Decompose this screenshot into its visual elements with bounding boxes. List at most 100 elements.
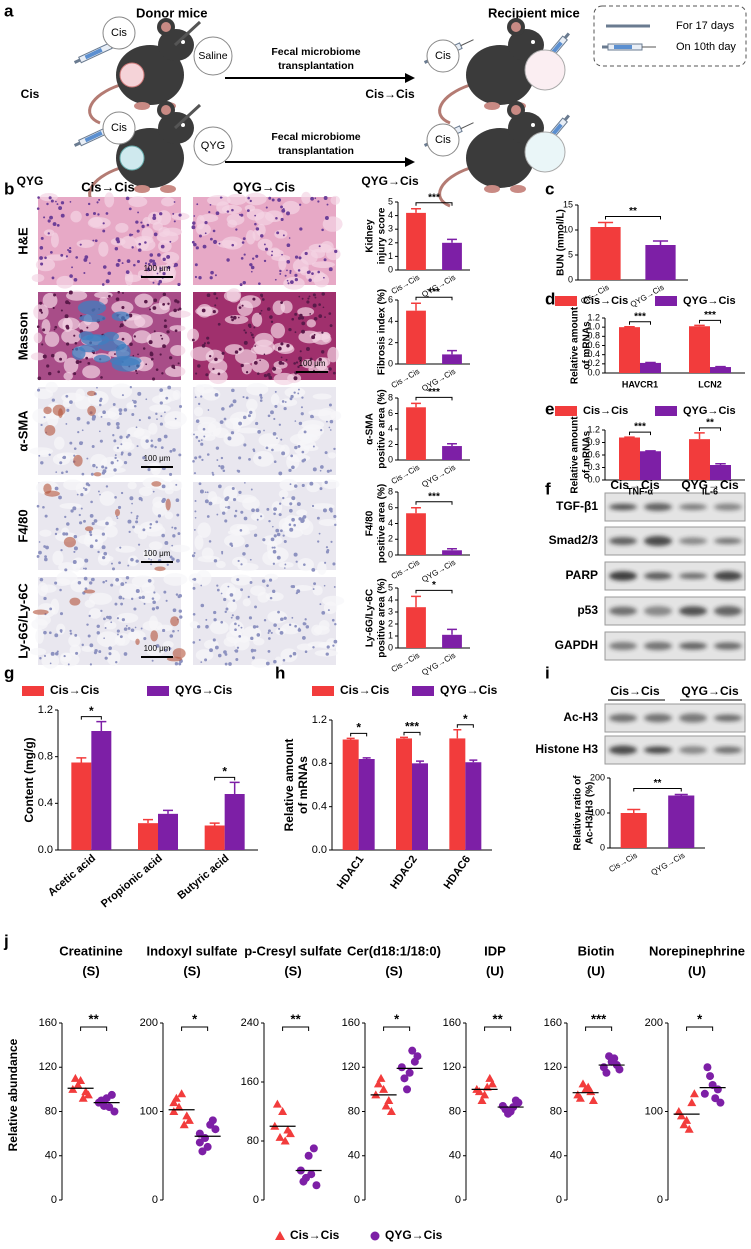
arrow-label: transplantation — [278, 145, 354, 157]
data-point — [405, 1068, 414, 1077]
tubule — [323, 601, 338, 614]
nucleus — [204, 499, 209, 504]
nucleus — [137, 391, 142, 396]
significance-label: * — [463, 712, 468, 726]
micrograph — [191, 479, 340, 575]
tubule — [201, 547, 214, 560]
nucleus — [59, 612, 64, 616]
nucleus — [47, 232, 50, 235]
nucleus — [318, 314, 323, 318]
nucleus — [54, 532, 58, 536]
nucleus — [44, 256, 47, 260]
nucleus — [86, 326, 89, 329]
nucleus — [169, 634, 174, 638]
y-axis-label: Content (mg/g) — [22, 737, 36, 822]
nucleus — [277, 198, 281, 202]
tubule — [250, 345, 273, 355]
nucleus — [130, 628, 135, 633]
nucleus — [135, 220, 139, 224]
tubule — [76, 239, 95, 248]
significance-label: ** — [706, 418, 714, 429]
tubule — [279, 479, 298, 491]
tubule — [270, 322, 286, 339]
nucleus — [249, 558, 252, 561]
nucleus — [79, 360, 82, 364]
nucleus — [88, 530, 92, 534]
nucleus — [248, 457, 251, 461]
positive-stain — [73, 454, 83, 467]
nucleus — [301, 636, 306, 640]
nucleus — [194, 396, 197, 399]
data-point — [487, 1079, 497, 1088]
tubule — [265, 210, 284, 223]
data-point — [198, 1147, 207, 1156]
chart-title: (U) — [688, 963, 706, 978]
nucleus — [270, 410, 274, 415]
nucleus — [55, 200, 57, 203]
nucleus — [96, 624, 100, 629]
nucleus — [317, 200, 320, 203]
y-axis-label: Ly-6G/Ly-6C — [365, 589, 376, 647]
nucleus — [138, 242, 142, 246]
nucleus — [144, 299, 148, 304]
nucleus — [301, 297, 304, 300]
nucleus — [334, 249, 338, 254]
nucleus — [281, 208, 286, 213]
nucleus — [249, 581, 253, 584]
tubule — [241, 362, 252, 375]
nucleus — [277, 610, 280, 614]
donor-drug: Cis — [111, 122, 127, 134]
nucleus — [193, 242, 197, 247]
nucleus — [42, 328, 46, 332]
nucleus — [217, 372, 221, 376]
nucleus — [334, 623, 337, 626]
nucleus — [218, 464, 221, 468]
y-tick-label: 0.0 — [587, 367, 600, 377]
nucleus — [297, 392, 300, 395]
nucleus — [102, 410, 106, 415]
nucleus — [75, 651, 79, 655]
nucleus — [69, 247, 72, 250]
tubule — [62, 398, 72, 408]
y-tick-label: 0.6 — [587, 449, 600, 459]
nucleus — [271, 448, 274, 452]
nucleus — [59, 357, 63, 361]
significance-label: *** — [704, 310, 716, 321]
nucleus — [264, 247, 269, 251]
nucleus — [117, 258, 121, 263]
nucleus — [133, 263, 136, 267]
nucleus — [84, 587, 88, 591]
nucleus — [223, 650, 227, 654]
nucleus — [155, 606, 160, 610]
panel-label: h — [275, 663, 285, 682]
nucleus — [231, 318, 234, 322]
nucleus — [157, 253, 161, 257]
nucleus — [260, 309, 263, 312]
nucleus — [69, 400, 73, 404]
y-tick-label: 80 — [550, 1105, 562, 1117]
nucleus — [220, 592, 223, 595]
nucleus — [280, 617, 284, 622]
nucleus — [252, 625, 257, 629]
nucleus — [152, 213, 156, 217]
significance-bracket — [686, 1026, 714, 1031]
nucleus — [289, 508, 293, 513]
nucleus — [52, 306, 55, 310]
nucleus — [282, 496, 285, 500]
nucleus — [319, 469, 322, 472]
nucleus — [288, 327, 292, 332]
nucleus — [105, 279, 110, 284]
nucleus — [201, 308, 206, 313]
nucleus — [265, 661, 270, 666]
donor-drug: Cis — [111, 27, 127, 39]
chart-title: (S) — [385, 963, 402, 978]
nucleus — [263, 429, 265, 432]
tubule — [224, 418, 244, 430]
nucleus — [242, 280, 246, 285]
nucleus — [60, 213, 65, 218]
nucleus — [214, 392, 219, 397]
nucleus — [280, 356, 283, 359]
nucleus — [164, 319, 167, 322]
blot-band — [609, 606, 637, 616]
nucleus — [160, 244, 165, 249]
